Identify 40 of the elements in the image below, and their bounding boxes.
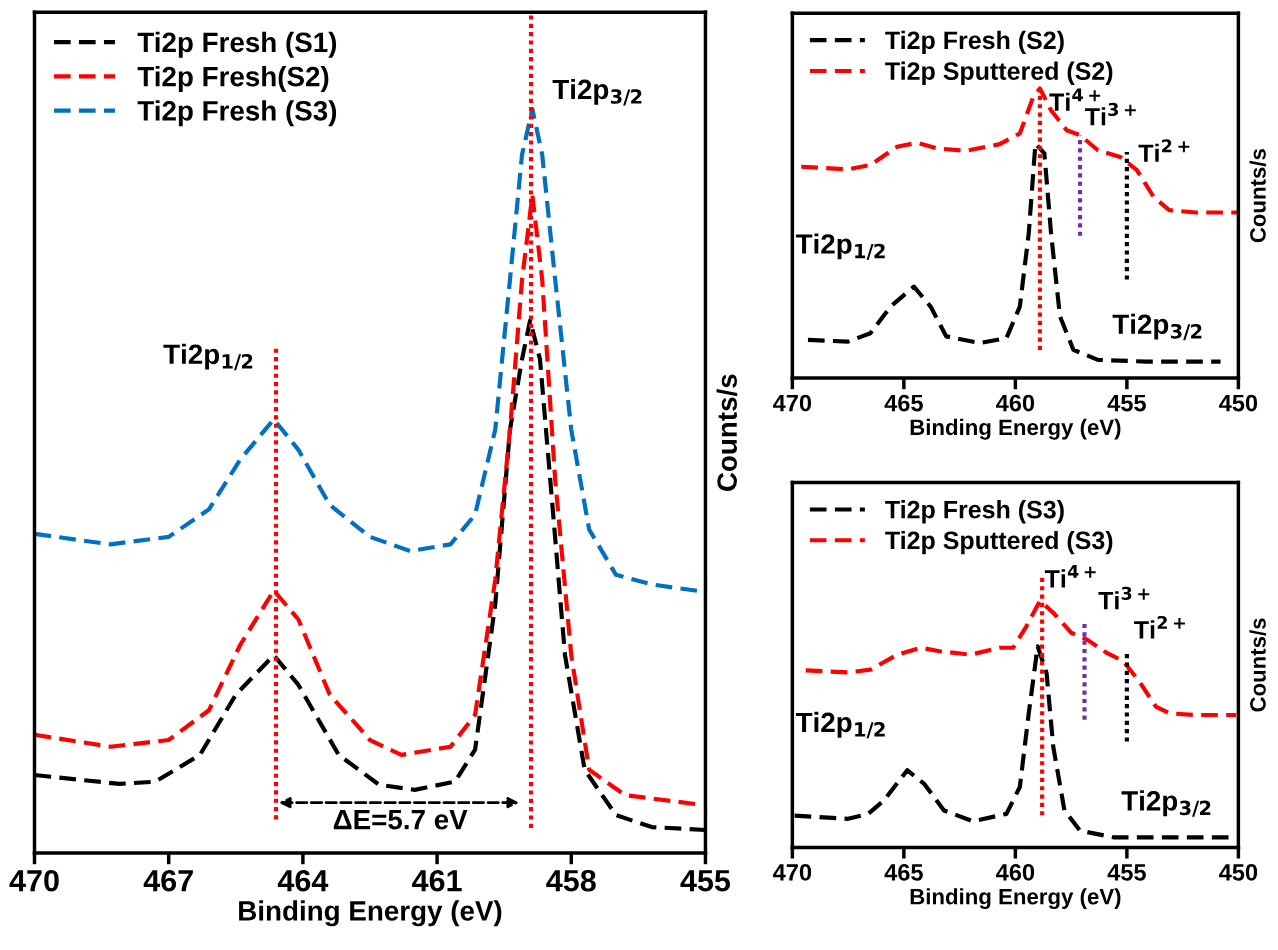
ref-line-label: Ti$^{2+}$: [1138, 139, 1190, 162]
x-tick-label: 460: [996, 864, 1035, 881]
x-tick-label: 461: [412, 869, 462, 892]
annotation: Ti2p$_{3/2}$: [1121, 790, 1211, 817]
ref-line-label: Ti$^{3+}$: [1098, 586, 1150, 610]
x-tick-label: 458: [546, 869, 596, 892]
x-tick-label: 470: [9, 869, 59, 892]
legend-label: Ti2p Fresh (S1): [137, 31, 337, 58]
x-axis-title: Binding Energy (eV): [239, 900, 502, 927]
x-tick-label: 455: [1107, 864, 1146, 881]
annotation: Ti2p$_{1/2}$: [795, 711, 885, 739]
text: Ti2p$_{3/2}$: [552, 78, 642, 106]
y-axis-title: Counts/s: [1249, 618, 1267, 712]
legend-label: Ti2p Fresh (S3): [137, 100, 337, 127]
ref-line-label: Ti$^{2+}$: [1134, 615, 1185, 639]
x-axis-title: Binding Energy (eV): [910, 888, 1121, 909]
legend-label: Ti2p Fresh (S3): [885, 500, 1064, 524]
annotation: Ti2p$_{1/2}$: [163, 343, 253, 371]
x-tick-label: 470: [773, 394, 812, 412]
x-tick-label: 464: [277, 869, 329, 892]
x-tick-label: 467: [143, 869, 193, 892]
x-tick-label: 455: [1107, 394, 1146, 412]
y-axis-title: Counts/s: [716, 374, 738, 491]
x-tick-label: 450: [1219, 864, 1258, 881]
annotation: Ti2p$_{3/2}$: [1112, 313, 1202, 341]
legend-label: Ti2p Sputtered (S3): [885, 530, 1113, 555]
ref-line-label: Ti$^{4+}$: [1044, 565, 1096, 588]
x-tick-label: 465: [884, 394, 923, 412]
legend-label: Ti2p Fresh(S2): [137, 66, 329, 92]
x-tick-label: 470: [773, 864, 812, 881]
x-tick-label: 450: [1219, 394, 1258, 412]
annotation: Ti2p$_{1/2}$: [795, 233, 885, 260]
x-tick-label: 460: [996, 394, 1035, 412]
x-tick-label: 455: [680, 870, 731, 892]
legend-label: Ti2p Fresh (S2): [885, 30, 1064, 55]
legend-label: Ti2p Sputtered (S2): [885, 61, 1113, 85]
x-tick-label: 465: [884, 864, 923, 881]
x-axis-title: Binding Energy (eV): [910, 418, 1121, 440]
annotation: ΔE=5.7 eV: [333, 810, 468, 830]
y-axis-title: Counts/s: [1249, 149, 1267, 243]
